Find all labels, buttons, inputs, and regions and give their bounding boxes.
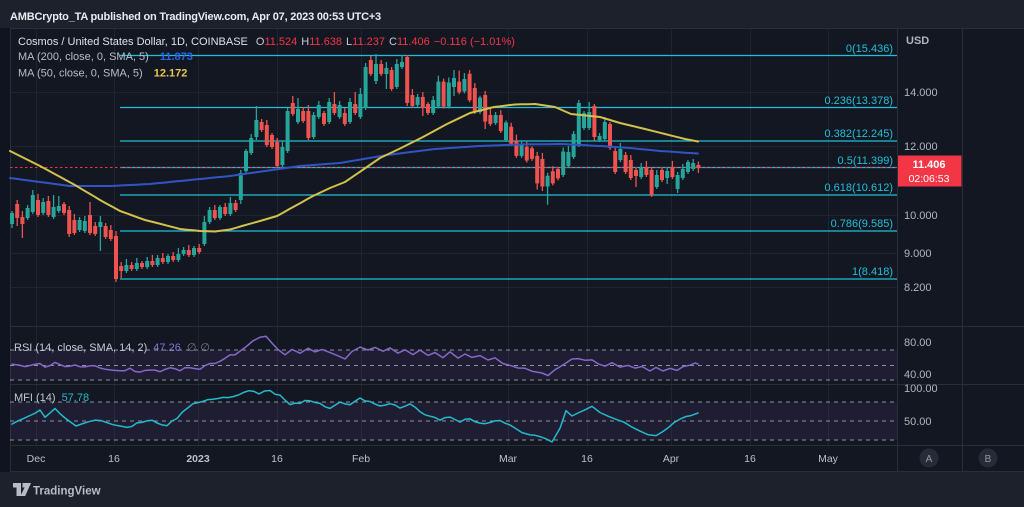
svg-text:80.00: 80.00 <box>904 337 932 349</box>
svg-text:16: 16 <box>581 453 593 465</box>
svg-text:14.000: 14.000 <box>904 87 938 99</box>
svg-text:Apr: Apr <box>663 453 680 465</box>
svg-text:TradingView: TradingView <box>33 486 101 498</box>
svg-text:RSI (14, close, SMA, 14, 2)47.: RSI (14, close, SMA, 14, 2) 47.26 ∅ ∅ <box>14 342 210 354</box>
svg-text:A: A <box>926 454 933 465</box>
svg-text:MFI (14)57.78: MFI (14) 57.78 <box>14 392 89 404</box>
svg-text:16: 16 <box>271 453 283 465</box>
svg-text:0.382(12.245): 0.382(12.245) <box>825 128 894 140</box>
svg-text:10.000: 10.000 <box>904 210 938 222</box>
svg-text:May: May <box>818 453 839 465</box>
svg-text:B: B <box>985 454 992 465</box>
svg-text:40.00: 40.00 <box>904 369 932 381</box>
svg-text:0.786(9.585): 0.786(9.585) <box>831 218 893 230</box>
svg-text:AMBCrypto_TA published on Trad: AMBCrypto_TA published on TradingView.co… <box>10 11 381 23</box>
svg-text:11.406: 11.406 <box>912 159 945 171</box>
svg-text:16: 16 <box>108 453 120 465</box>
svg-text:2023: 2023 <box>186 453 210 465</box>
svg-text:MA (200, close, 0, SMA, 5)11.8: MA (200, close, 0, SMA, 5) 11.873 <box>18 51 193 63</box>
svg-text:Mar: Mar <box>499 453 518 465</box>
svg-text:100.00: 100.00 <box>904 383 938 395</box>
svg-text:Dec: Dec <box>27 453 46 465</box>
svg-text:0.5(11.399): 0.5(11.399) <box>838 155 893 167</box>
svg-text:9.000: 9.000 <box>904 248 932 260</box>
svg-text:02:06:53: 02:06:53 <box>909 173 950 185</box>
svg-text:MA (50, close, 0, SMA, 5)12.17: MA (50, close, 0, SMA, 5) 12.172 <box>18 68 187 80</box>
svg-text:16: 16 <box>744 453 756 465</box>
svg-text:50.00: 50.00 <box>904 416 932 428</box>
svg-text:12.000: 12.000 <box>904 141 938 153</box>
svg-text:8.200: 8.200 <box>904 282 932 294</box>
svg-text:0(15.436): 0(15.436) <box>846 43 893 55</box>
svg-text:1(8.418): 1(8.418) <box>852 266 893 278</box>
svg-text:Cosmos / United States Dollar,: Cosmos / United States Dollar, 1D, COINB… <box>18 36 515 48</box>
svg-text:0.236(13.378): 0.236(13.378) <box>825 95 894 107</box>
svg-text:USD: USD <box>906 35 929 47</box>
svg-text:0.618(10.612): 0.618(10.612) <box>825 182 894 194</box>
svg-text:Feb: Feb <box>352 453 370 465</box>
